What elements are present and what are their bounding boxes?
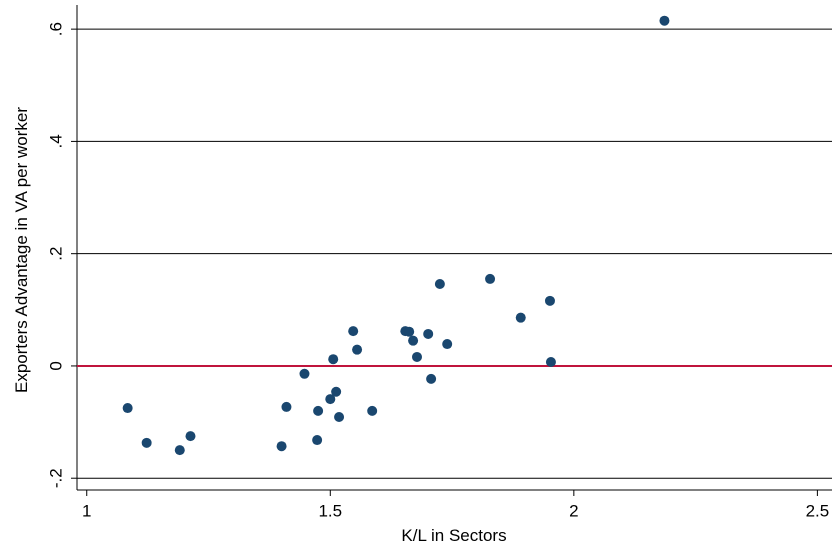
point: [281, 401, 292, 412]
y-tick-label: .4: [46, 134, 65, 148]
x-tick-label: 1: [82, 501, 91, 520]
point: [352, 344, 363, 355]
point: [122, 403, 133, 414]
y-tick-label: .6: [46, 22, 65, 36]
point: [544, 295, 555, 306]
y-tick-label: .2: [46, 247, 65, 261]
point: [442, 339, 453, 350]
point: [313, 405, 324, 416]
point: [141, 437, 152, 448]
point: [367, 405, 378, 416]
x-tick-label: 1.5: [318, 501, 342, 520]
point: [334, 412, 345, 423]
point: [299, 368, 310, 379]
point: [545, 357, 556, 368]
x-axis-label: K/L in Sectors: [401, 526, 506, 545]
x-tick-label: 2: [569, 501, 578, 520]
x-tick-label: 2.5: [806, 501, 830, 520]
y-axis-label: Exporters Advantage in VA per worker: [12, 107, 31, 393]
point: [276, 441, 287, 452]
point: [331, 386, 342, 397]
point: [312, 435, 323, 446]
point: [408, 335, 419, 346]
point: [423, 328, 434, 339]
point: [325, 394, 336, 405]
point: [174, 445, 185, 456]
point: [659, 15, 670, 26]
point: [348, 326, 359, 337]
point: [185, 431, 196, 442]
point: [434, 278, 445, 289]
y-tick-label: 0: [46, 361, 65, 370]
point: [404, 326, 415, 337]
point: [411, 351, 422, 362]
point: [426, 373, 437, 384]
point: [328, 354, 339, 365]
point: [515, 312, 526, 323]
y-tick-label: -.2: [46, 468, 65, 488]
point: [485, 273, 496, 284]
